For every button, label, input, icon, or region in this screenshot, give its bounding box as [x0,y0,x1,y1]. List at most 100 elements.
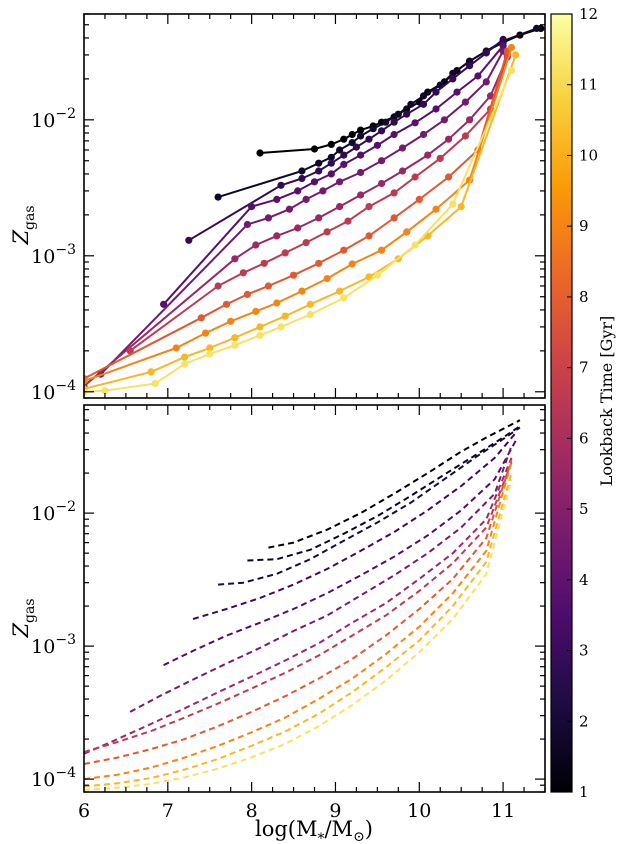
data-point [231,341,239,349]
data-point [357,151,365,159]
data-point [390,118,398,126]
data-point [310,178,319,186]
colorbar-scale [550,13,573,793]
series-line [218,426,521,586]
y-tick-label: 10−3 [31,242,76,268]
data-point [160,300,168,308]
data-point [256,331,264,339]
y-tick-base: 10 [31,769,55,791]
data-point [533,24,541,32]
data-point [298,167,306,175]
data-point [336,203,344,211]
colorbar-tick-label: 1 [579,783,589,801]
x-tick-label: 9 [329,800,341,822]
data-point [432,88,440,96]
colorbar-tick-label: 7 [579,359,589,377]
data-point [327,159,335,167]
y-axis-title-sub: gas [22,598,38,623]
data-point [336,146,344,154]
data-point [457,203,465,211]
data-point [310,145,319,153]
x-axis-title: log(M*/M⊙) [255,817,373,844]
data-point [273,195,281,203]
colorbar-tick-label: 5 [579,500,589,518]
x-tick-label: 10 [407,800,431,822]
data-point [248,203,256,211]
series-line [84,478,513,791]
series-line [84,462,513,753]
data-point [306,300,314,308]
data-point [181,353,189,361]
data-point [231,255,239,263]
y-tick-base: 10 [31,246,55,268]
data-point [373,141,381,149]
data-point [323,275,331,283]
y-axis-title-bottom: Zgas [9,598,38,638]
data-point [357,191,365,199]
data-point [348,139,356,147]
data-point [419,92,428,100]
data-point [243,290,251,298]
x-tick-label: 7 [162,800,174,822]
y-tick-exponent: −2 [55,106,76,122]
series-line [84,70,513,393]
data-point [126,347,134,355]
series-line [129,445,513,713]
data-point [206,350,214,358]
data-point [432,205,440,213]
data-point [340,151,348,159]
data-point [260,259,268,267]
data-point [340,160,348,168]
colorbar-tick-label: 6 [579,429,589,447]
data-point [411,119,419,127]
data-point [390,214,398,222]
data-point [424,151,432,159]
data-point [181,360,189,368]
data-point [315,167,323,175]
data-point [411,173,419,181]
y-tick-label: 10−2 [31,499,76,525]
y-tick-label: 10−4 [31,378,76,404]
x-tick-label: 8 [246,800,258,822]
data-point [214,193,222,201]
data-point [466,62,474,70]
data-point [298,287,306,295]
data-point [256,149,264,157]
data-point [206,344,214,352]
colorbar-tick-label: 10 [579,146,598,164]
y-tick-exponent: −3 [55,632,76,648]
colorbar-tick-label: 12 [579,5,598,23]
data-point [352,143,360,151]
data-point [365,203,373,211]
colorbar-tick-label: 2 [579,712,589,730]
data-point [298,174,306,183]
data-point [403,228,411,236]
data-point [302,239,310,247]
series-line [84,47,513,382]
data-point [264,282,272,290]
data-point [256,323,264,331]
data-point [499,42,507,50]
data-point [403,110,411,118]
data-point [382,118,390,126]
data-point [357,132,365,140]
data-point [319,187,327,195]
data-point [231,334,239,342]
data-point [327,153,335,161]
series-line [84,54,517,390]
colorbar-tick-label: 4 [579,571,589,589]
data-point [227,317,235,325]
data-point [252,241,260,249]
data-point [197,314,205,322]
data-point [394,110,402,118]
data-point [348,130,356,139]
data-point [507,43,516,52]
series-group [84,24,545,396]
colorbar-tick-label: 9 [579,217,589,235]
data-point [185,236,193,244]
y-tick-base: 10 [31,110,55,132]
data-point [445,135,453,143]
data-point [84,377,88,385]
y-tick-label: 10−4 [31,765,76,791]
colorbar-title: Lookback Time [Gyr] [597,316,616,487]
